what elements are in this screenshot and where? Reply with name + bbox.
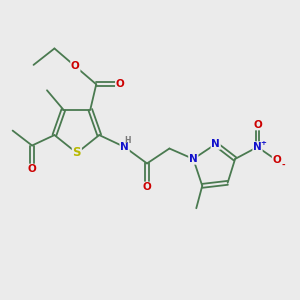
Text: +: + <box>260 140 266 146</box>
Text: O: O <box>272 155 281 166</box>
Text: H: H <box>124 136 131 145</box>
Text: N: N <box>189 154 198 164</box>
Text: N: N <box>120 142 129 152</box>
Text: N: N <box>211 139 220 149</box>
Text: O: O <box>28 164 36 174</box>
Text: -: - <box>281 161 285 170</box>
Text: S: S <box>73 146 81 160</box>
Text: O: O <box>116 79 124 89</box>
Text: O: O <box>253 120 262 130</box>
Text: N: N <box>253 142 262 152</box>
Text: O: O <box>71 61 80 71</box>
Text: O: O <box>142 182 152 192</box>
